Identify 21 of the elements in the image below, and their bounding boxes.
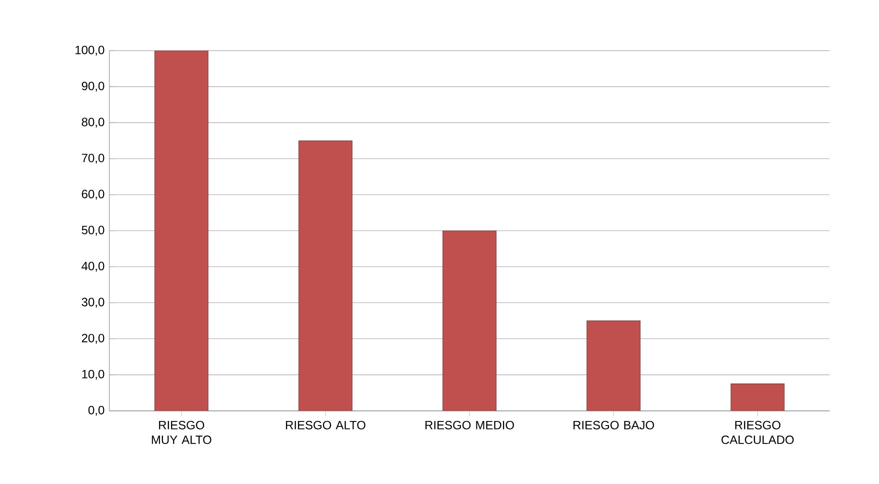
y-tick-label: 20,0 [82,334,104,344]
y-tick-label: 10,0 [82,370,104,380]
bar [442,230,496,411]
x-tick-label: RIESGO MUY ALTO [152,420,212,444]
x-tick-label: RIESGO CALCULADO [722,420,794,444]
x-tick-label: RIESGO ALTO [286,420,366,430]
y-tick-label: 90,0 [82,82,104,92]
y-tick-label: 60,0 [82,190,104,200]
y-tick-label: 50,0 [82,226,104,236]
x-tick-label: RIESGO BAJO [574,420,654,430]
x-tick-label: RIESGO MEDIO [425,420,514,430]
y-tick-label: 100,0 [76,46,104,56]
bar [586,320,641,411]
y-tick-label: 40,0 [82,262,104,272]
bar [298,140,352,411]
bar [730,383,785,411]
y-tick-label: 30,0 [82,298,104,308]
y-tick-label: 80,0 [82,118,104,128]
bar [154,50,208,411]
y-tick-label: 0,0 [88,406,104,416]
y-tick-label: 70,0 [82,154,104,164]
